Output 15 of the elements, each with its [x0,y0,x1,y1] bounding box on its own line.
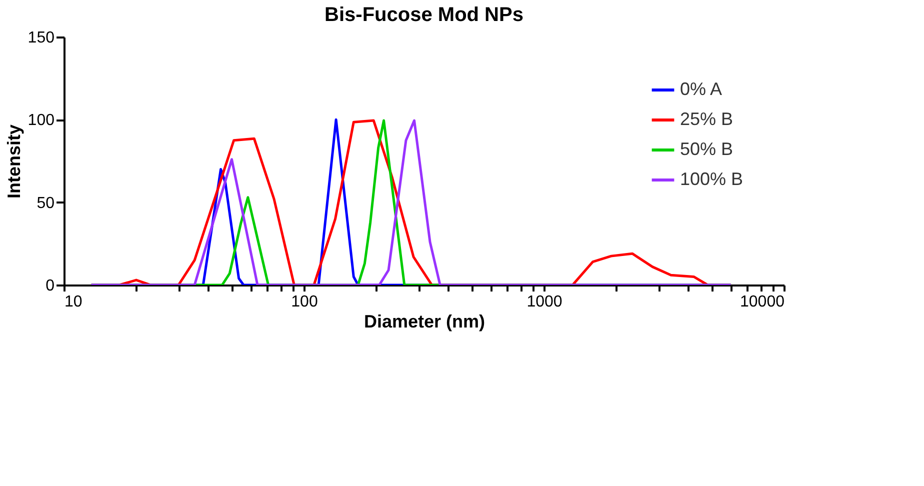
legend-label: 100% B [680,169,744,189]
x-tick-label: 1000 [526,294,562,310]
x-axis-title: Diameter (nm) [364,312,486,332]
legend-label: 25% B [680,109,734,129]
x-tick-label: 100 [291,294,318,310]
y-axis-title: Intensity [4,124,24,199]
y-tick-label: 100 [28,112,55,130]
y-tick-label: 150 [28,30,55,46]
legend-label: 50% B [680,139,734,159]
x-tick-label: 10000 [740,294,785,310]
legend-label: 0% A [680,79,722,99]
x-tick-label: 10 [64,294,82,310]
y-tick-label: 0 [46,278,55,294]
chart-title: Bis-Fucose Mod NPs [324,4,524,26]
y-tick-label: 50 [36,194,55,212]
